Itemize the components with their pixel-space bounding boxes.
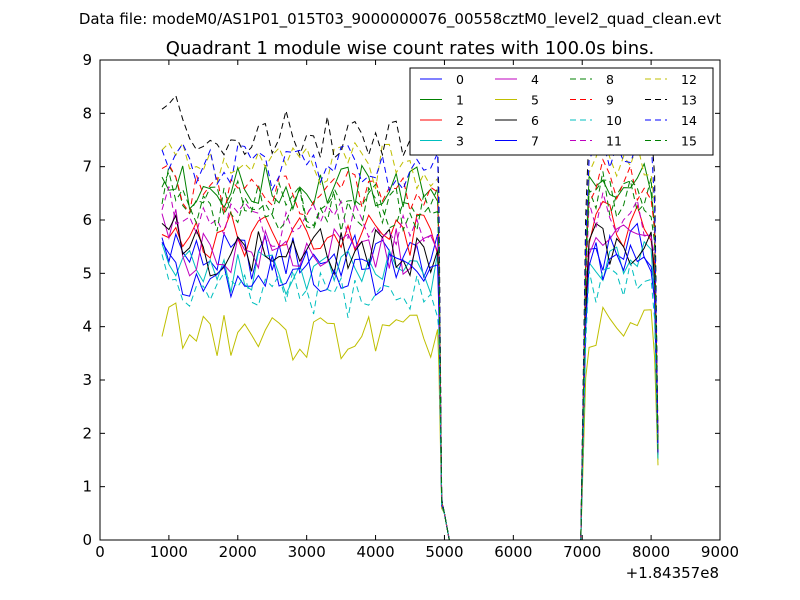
y-tick-label: 0	[82, 531, 92, 549]
x-tick-label: 3000	[288, 543, 326, 561]
series-line-3	[161, 240, 659, 541]
legend-label: 13	[681, 93, 697, 108]
x-tick-label: 7000	[563, 543, 601, 561]
legend-label: 10	[606, 113, 622, 128]
x-tick-label: 1000	[150, 543, 188, 561]
series-line-10	[161, 254, 659, 541]
legend-label: 15	[681, 134, 697, 149]
x-tick-label: 2000	[219, 543, 257, 561]
series-line-1	[161, 162, 659, 541]
series-line-14	[161, 138, 659, 541]
legend-label: 12	[681, 72, 697, 87]
ticks-layer: 0 1000 2000 3000 4000 5000 6000 7000 8000 9000012…	[82, 51, 739, 561]
legend-label: 3	[456, 134, 464, 149]
legend-label: 8	[606, 72, 614, 87]
y-tick-label: 7	[82, 158, 92, 176]
legend-label: 0	[456, 72, 464, 87]
chart-suptitle: Data file: modeM0/AS1P01_015T03_90000000…	[79, 10, 721, 29]
x-tick-label: 5000	[425, 543, 463, 561]
series-line-2	[161, 200, 659, 541]
series-line-5	[161, 302, 659, 541]
legend-label: 4	[531, 72, 539, 87]
series-line-13	[161, 94, 659, 541]
y-tick-label: 9	[82, 51, 92, 69]
x-tick-label: 0	[95, 543, 105, 561]
series-line-9	[161, 158, 659, 541]
x-tick-label: 9000	[701, 543, 739, 561]
x-tick-label: 4000	[356, 543, 394, 561]
series-line-6	[161, 213, 659, 541]
legend-label: 5	[531, 93, 539, 108]
y-tick-label: 4	[82, 318, 92, 336]
y-tick-label: 1	[82, 478, 92, 496]
plot-frame	[99, 59, 721, 541]
legend-label: 6	[531, 113, 539, 128]
legend-label: 1	[456, 93, 464, 108]
x-tick-label: 6000	[494, 543, 532, 561]
y-tick-label: 3	[82, 371, 92, 389]
y-tick-label: 5	[82, 264, 92, 282]
legend-label: 14	[681, 113, 697, 128]
series-line-7	[161, 241, 659, 541]
series-layer	[161, 94, 659, 541]
series-line-12	[161, 134, 659, 541]
chart-title: Quadrant 1 module wise count rates with …	[166, 38, 655, 59]
y-tick-label: 2	[82, 424, 92, 442]
legend-label: 2	[456, 113, 464, 128]
series-line-11	[161, 186, 659, 541]
series-line-8	[161, 164, 659, 541]
x-offset-label: +1.84357e8	[626, 564, 719, 582]
legend-label: 7	[531, 134, 539, 149]
legend-label: 9	[606, 93, 614, 108]
x-tick-label: 8000	[632, 543, 670, 561]
legend-label: 11	[606, 134, 622, 149]
legend-box	[409, 67, 714, 156]
y-tick-label: 8	[82, 104, 92, 122]
series-line-15	[161, 170, 659, 541]
y-tick-label: 6	[82, 211, 92, 229]
